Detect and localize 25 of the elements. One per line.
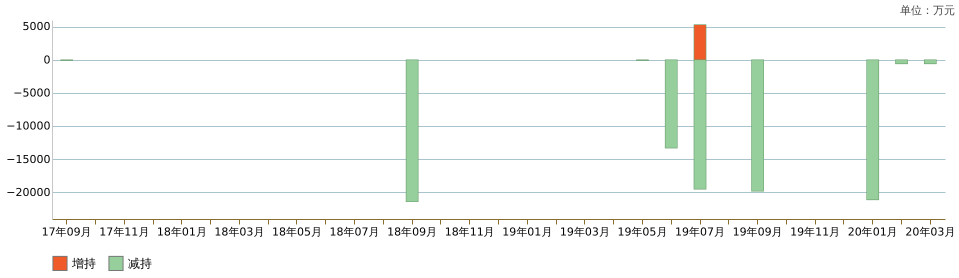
legend-label: 增持: [71, 256, 96, 270]
y-tick-label: −15000: [6, 152, 50, 166]
x-tick-label: 20年03月: [905, 226, 956, 238]
x-tick-label: 18年07月: [330, 226, 380, 238]
y-tick-label: −10000: [6, 120, 50, 133]
x-tick-label: 17年11月: [99, 226, 150, 238]
x-tick-label: 19年11月: [790, 226, 840, 238]
x-tick-label: 19年03月: [560, 226, 610, 238]
x-tick-label: 17年09月: [42, 226, 92, 238]
x-tick-label: 20年01月: [848, 226, 898, 238]
x-tick-label: 18年11月: [444, 226, 495, 238]
y-tick-label: 5000: [22, 20, 50, 34]
x-tick-label: 19年01月: [502, 226, 552, 238]
x-tick-label: 18年01月: [156, 226, 207, 238]
y-tick-label: 0: [44, 53, 50, 66]
text: 单位：万元: [900, 4, 955, 17]
y-tick-label: −5000: [13, 86, 50, 100]
y-tick-label: −20000: [6, 186, 50, 199]
x-tick-label: 18年09月: [387, 226, 438, 238]
legend-label: 减持: [128, 256, 152, 270]
x-tick-label: 18年03月: [214, 226, 264, 238]
x-tick-label: 19年07月: [675, 226, 726, 238]
x-tick-label: 19年09月: [732, 226, 783, 238]
x-tick-label: 19年05月: [617, 226, 668, 238]
x-tick-label: 18年05月: [272, 226, 322, 238]
